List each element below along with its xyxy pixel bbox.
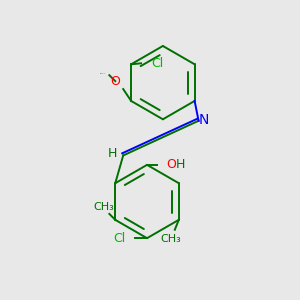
Text: N: N: [198, 113, 209, 127]
Text: CH₃: CH₃: [160, 234, 181, 244]
Text: Cl: Cl: [151, 57, 163, 70]
Text: methoxy: methoxy: [100, 73, 106, 74]
Text: H: H: [176, 158, 185, 171]
Text: CH₃: CH₃: [93, 202, 114, 212]
Text: Cl: Cl: [113, 232, 125, 245]
Text: O: O: [110, 75, 120, 88]
Text: O: O: [166, 158, 176, 171]
Text: H: H: [108, 147, 117, 160]
